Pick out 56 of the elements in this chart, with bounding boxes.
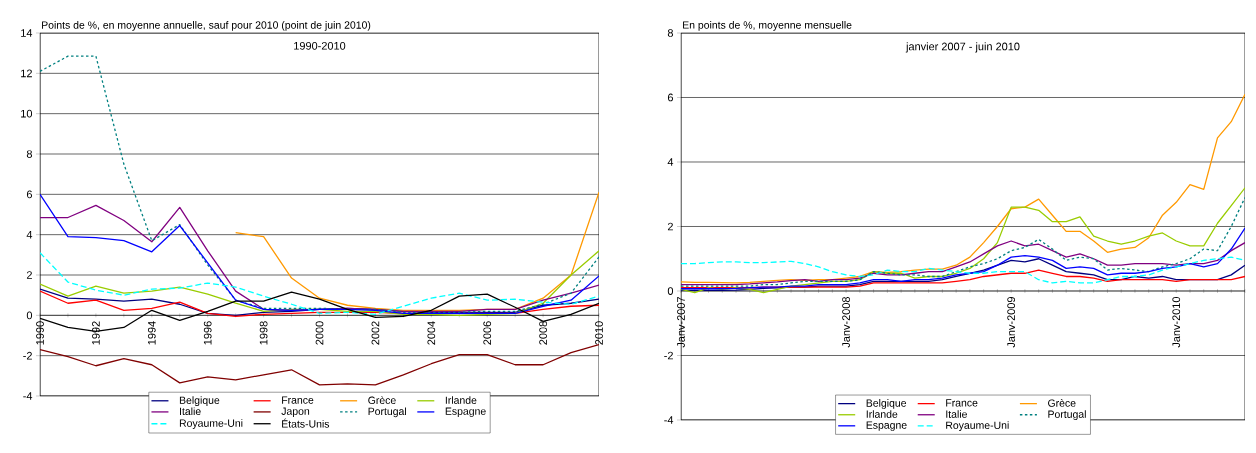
y-tick-label: 8 [667,29,673,37]
text: janvier 2007 - juin 2010 [905,42,1020,53]
legend-label: France [946,399,978,407]
text: 1990-2010 [294,41,346,50]
y-tick-label: 6 [667,93,673,102]
legend-label: Belgique [179,396,220,406]
legend-label: Italie [946,410,967,418]
x-tick-label: 2010 [595,321,603,345]
x-tick-label: 2000 [315,321,324,345]
x-tick-label: 1990 [36,321,44,345]
legend-label: Grèce [1048,399,1076,407]
y-tick-label: -2 [664,351,673,360]
legend-label: France [282,396,314,404]
legend-label: Belgique [866,399,907,409]
chart-subtitle: Points de %, en moyenne annuelle, sauf pour 2010 (point de juin 2010) [42,21,371,31]
legend-label: États-Unis [282,418,330,428]
y-tick-label: -4 [664,416,674,424]
y-tick-label: 10 [21,109,33,118]
legend-label: Royaume-Uni [179,419,243,429]
y-tick-label: 4 [667,158,674,166]
chart-subtitle: En points de %, moyenne mensuelle [683,21,852,31]
legend-label: Italie [180,407,201,416]
legend-label: Irlande [866,410,898,418]
x-tick-label: 1998 [259,321,268,345]
legend-label: Grèce [368,396,396,404]
x-tick-label: 2006 [483,321,492,345]
x-tick-label: Janv-2009 [1007,297,1016,348]
x-tick-label: 2008 [539,321,547,345]
line-series [681,93,1246,284]
y-tick-label: 0 [26,311,33,320]
x-tick-label: 1994 [147,321,156,345]
legend-label: Irlande [445,396,477,404]
legend-label: Portugal [368,407,406,418]
y-tick-label: -4 [23,392,33,400]
y-tick-label: 2 [26,271,32,279]
y-tick-label: -2 [23,351,32,360]
legend-label: Espagne [445,407,486,417]
line-series [40,343,600,386]
legend-label: Royaume-Uni [946,421,1009,432]
y-tick-label: 0 [667,287,674,295]
x-tick-label: Janv-2007 [677,297,685,348]
x-tick-label: 2004 [427,321,436,345]
x-tick-label: Janv-2008 [842,297,850,348]
legend-label: Japon [281,407,310,417]
y-tick-label: 4 [26,230,33,239]
legend-label: Espagne [866,421,907,431]
x-tick-label: 2002 [371,321,380,345]
legend-label: Portugal [1048,410,1086,420]
y-tick-label: 14 [21,29,33,37]
y-tick-label: 12 [21,69,32,78]
x-tick-label: 1996 [203,321,212,345]
y-tick-label: 8 [26,150,32,158]
y-tick-label: 6 [26,190,32,199]
x-tick-label: 1992 [92,321,100,345]
y-tick-label: 2 [667,222,673,231]
x-tick-label: Janv-2010 [1172,296,1181,348]
